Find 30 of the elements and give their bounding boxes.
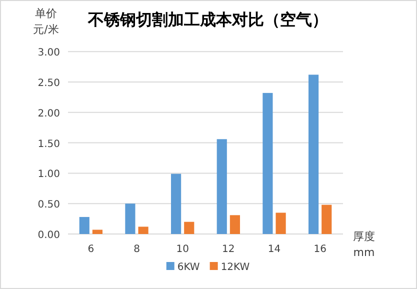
bar [92,230,102,234]
bar [230,215,240,234]
bar [79,216,90,234]
x-tick-label: 16 [314,244,326,255]
chart-title: 不锈钢切割加工成本对比（空气） [87,10,328,29]
y-tick-label: 0.00 [38,230,60,241]
y-tick-label: 1.50 [38,138,60,150]
x-tick-label: 6 [88,244,94,255]
bar [276,212,286,234]
y-tick-label: 2.50 [38,78,60,89]
bar [322,204,332,234]
bar [138,226,148,234]
y-tick-label: 3.00 [38,48,60,59]
bar [171,174,182,234]
legend-label: 12KW [220,262,250,273]
bar [308,74,319,234]
x-tick-label: 12 [222,244,235,255]
y-axis-title: 单价元/米 [32,6,60,38]
x-tick-label: 14 [268,244,281,255]
x-tick-label: 10 [176,244,189,255]
bar [262,92,273,234]
x-tick-label: 8 [134,244,140,255]
y-tick-label: 0.50 [38,200,60,211]
bar [216,139,227,234]
y-tick-label: 1.00 [38,169,60,180]
legend-label: 6KW [177,262,200,273]
bar [125,204,136,234]
bar [184,222,194,234]
x-axis-title: 厚度mm [352,229,376,261]
y-tick-label: 2.00 [38,108,60,120]
